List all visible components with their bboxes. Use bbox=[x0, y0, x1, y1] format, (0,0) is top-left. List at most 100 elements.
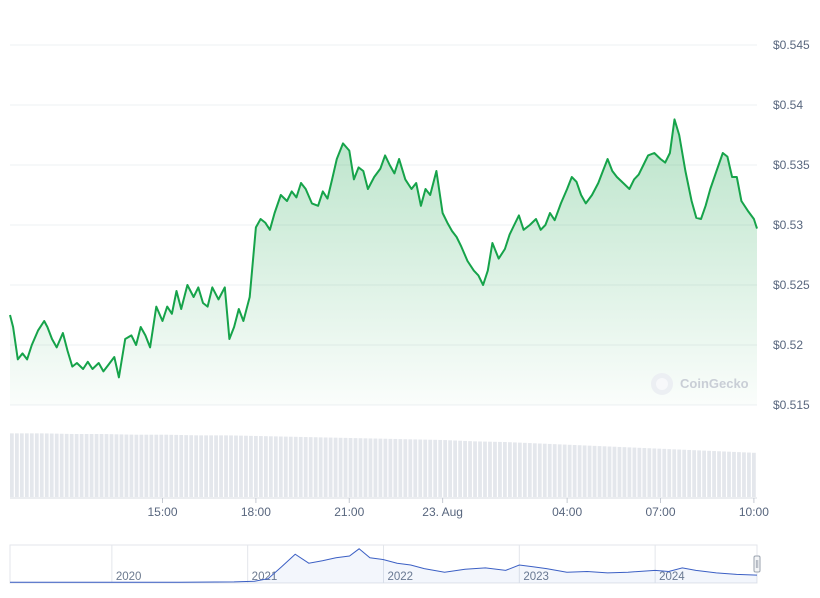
volume-bar bbox=[657, 448, 662, 497]
volume-bar bbox=[84, 434, 89, 497]
volume-bar bbox=[662, 448, 667, 497]
volume-bar bbox=[388, 438, 393, 497]
volume-bar bbox=[353, 438, 358, 497]
volume-bar bbox=[567, 444, 572, 497]
volume-bar bbox=[597, 446, 602, 497]
y-tick-label: $0.54 bbox=[773, 98, 803, 112]
x-tick-label: 23. Aug bbox=[422, 505, 463, 519]
volume-bar bbox=[174, 434, 179, 497]
volume-bar bbox=[413, 439, 418, 497]
volume-bar bbox=[34, 433, 39, 497]
price-area-fill bbox=[10, 119, 757, 406]
volume-bar bbox=[503, 442, 507, 497]
volume-bar bbox=[702, 450, 706, 497]
volume-bar bbox=[627, 447, 632, 497]
volume-bar bbox=[358, 438, 363, 497]
volume-bar bbox=[752, 452, 756, 497]
y-tick-label: $0.53 bbox=[773, 218, 803, 232]
volume-bar bbox=[89, 434, 94, 497]
volume-bar bbox=[453, 440, 457, 497]
volume-bar bbox=[194, 435, 199, 497]
x-tick-label: 21:00 bbox=[334, 505, 364, 519]
y-tick-label: $0.515 bbox=[773, 398, 810, 412]
volume-bar bbox=[273, 436, 278, 497]
y-tick-label: $0.52 bbox=[773, 338, 803, 352]
x-tick-label: 18:00 bbox=[241, 505, 271, 519]
y-tick-label: $0.535 bbox=[773, 158, 810, 172]
volume-bar bbox=[199, 435, 204, 497]
volume-bar bbox=[328, 437, 333, 497]
volume-bar bbox=[268, 436, 273, 497]
volume-bar bbox=[69, 433, 74, 497]
volume-bar bbox=[707, 450, 711, 497]
navigator-handle[interactable] bbox=[753, 555, 761, 573]
volume-bar bbox=[687, 449, 692, 497]
volume-bar bbox=[59, 433, 64, 497]
volume-bar bbox=[677, 449, 682, 497]
volume-bar bbox=[732, 451, 736, 497]
x-axis: 15:00 18:00 21:00 23. Aug 04:00 07:00 10:00 bbox=[10, 497, 769, 519]
volume-bar bbox=[737, 452, 741, 497]
volume-bar bbox=[239, 435, 243, 497]
range-navigator[interactable]: 2020 2021 2022 2023 2024 bbox=[9, 544, 761, 584]
coingecko-watermark: CoinGecko bbox=[651, 373, 749, 395]
volume-bar bbox=[288, 436, 293, 497]
volume-bar bbox=[652, 448, 657, 497]
volume-bar bbox=[403, 439, 408, 497]
volume-bar bbox=[512, 442, 517, 497]
volume-bar bbox=[169, 434, 174, 497]
volume-bar bbox=[438, 439, 443, 497]
volume-bar bbox=[363, 438, 368, 497]
x-tick-label: 04:00 bbox=[552, 505, 582, 519]
volume-bar bbox=[234, 435, 238, 497]
volume-bar bbox=[398, 439, 403, 497]
volume-bar bbox=[308, 437, 313, 497]
coingecko-logo-inner bbox=[656, 378, 668, 390]
volume-bar bbox=[343, 437, 348, 497]
volume-bar bbox=[109, 434, 114, 497]
volume-bar bbox=[473, 441, 477, 497]
volume-bar bbox=[254, 435, 258, 497]
volume-bar bbox=[144, 434, 149, 497]
volume-bar bbox=[39, 433, 44, 497]
volume-bar bbox=[129, 434, 134, 497]
volume-bar bbox=[493, 441, 497, 497]
volume-bar bbox=[667, 449, 672, 497]
volume-bar bbox=[592, 445, 597, 497]
navigator-year-label: 2021 bbox=[252, 571, 278, 583]
volume-bar bbox=[114, 434, 119, 497]
volume-bar bbox=[488, 441, 492, 497]
volume-bar bbox=[508, 442, 512, 497]
volume-bar bbox=[483, 441, 487, 497]
volume-bar bbox=[637, 447, 642, 497]
volume-bar bbox=[154, 434, 159, 497]
volume-bar bbox=[283, 436, 288, 497]
volume-bar bbox=[249, 435, 253, 497]
volume-bar bbox=[184, 435, 189, 497]
volume-bar bbox=[79, 434, 84, 497]
price-area bbox=[9, 118, 758, 406]
volume-bar bbox=[562, 444, 567, 497]
volume-bar bbox=[14, 433, 19, 497]
volume-bar bbox=[527, 443, 532, 497]
volume-bar bbox=[44, 433, 49, 497]
volume-bar bbox=[552, 444, 557, 497]
volume-bar bbox=[582, 445, 587, 497]
navigator-line bbox=[10, 548, 758, 583]
volume-bar bbox=[278, 436, 283, 497]
volume-bar bbox=[244, 435, 248, 497]
volume-bar bbox=[642, 448, 647, 497]
volume-bar bbox=[448, 440, 453, 497]
volume-bar bbox=[522, 442, 527, 497]
volume-bar bbox=[428, 439, 433, 497]
price-line[interactable] bbox=[9, 118, 758, 379]
volume-bar bbox=[383, 438, 388, 497]
volume-bar bbox=[149, 434, 154, 497]
y-tick-label: $0.545 bbox=[773, 38, 810, 52]
volume-bar bbox=[577, 445, 582, 497]
x-tick-label: 10:00 bbox=[739, 505, 769, 519]
volume-bar bbox=[333, 437, 338, 497]
volume-bar bbox=[94, 434, 99, 497]
